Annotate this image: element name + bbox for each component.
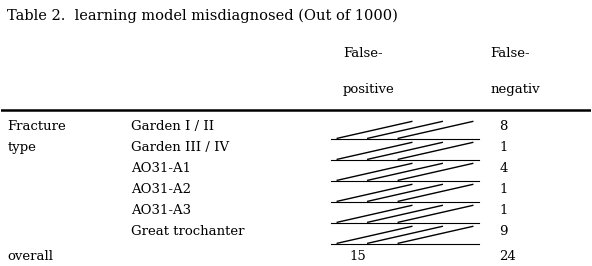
Text: Table 2.  learning model misdiagnosed (Out of 1000): Table 2. learning model misdiagnosed (Ou… [7, 9, 398, 23]
Text: type: type [7, 142, 36, 154]
Text: overall: overall [7, 250, 53, 263]
Text: negativ: negativ [490, 83, 540, 96]
Text: Garden III / IV: Garden III / IV [131, 142, 229, 154]
Text: 1: 1 [499, 142, 508, 154]
Text: positive: positive [343, 83, 395, 96]
Text: 15: 15 [349, 250, 366, 263]
Text: 24: 24 [499, 250, 516, 263]
Text: AO31-A1: AO31-A1 [131, 162, 191, 175]
Text: False-: False- [343, 47, 383, 60]
Text: 8: 8 [499, 120, 508, 134]
Text: 1: 1 [499, 183, 508, 196]
Text: Great trochanter: Great trochanter [131, 225, 244, 238]
Text: AO31-A3: AO31-A3 [131, 204, 191, 217]
Text: AO31-A2: AO31-A2 [131, 183, 191, 196]
Text: False-: False- [490, 47, 530, 60]
Text: 1: 1 [499, 204, 508, 217]
Text: Garden I / II: Garden I / II [131, 120, 214, 134]
Text: 4: 4 [499, 162, 508, 175]
Text: Fracture: Fracture [7, 120, 66, 134]
Text: 9: 9 [499, 225, 508, 238]
